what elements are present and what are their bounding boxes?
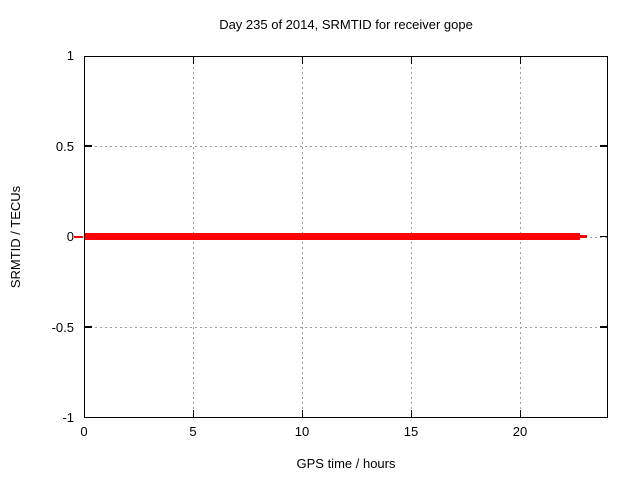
tick-bottom-x20 <box>519 410 521 417</box>
tick-right-y0 <box>600 235 607 238</box>
y-tick-label-m1: -1 <box>62 410 74 425</box>
x-tick-label-0: 0 <box>80 424 88 439</box>
x-tick-label-20: 20 <box>512 424 528 439</box>
tick-right-y0p5 <box>600 145 607 147</box>
srmtid-data-line <box>85 233 580 240</box>
gridline-horizontal-y0p5 <box>85 146 607 147</box>
tick-left-y0p5 <box>85 145 92 147</box>
chart-title: Day 235 of 2014, SRMTID for receiver gop… <box>219 17 473 32</box>
srmtid-line-left-dash <box>74 235 83 238</box>
tick-top-x15 <box>410 57 412 64</box>
y-tick-label-0p5: 0.5 <box>55 138 74 154</box>
tick-left-ym0p5 <box>85 326 92 328</box>
tick-top-x10 <box>301 57 303 64</box>
y-tick-label-0: 0 <box>66 229 74 244</box>
tick-bottom-x15 <box>410 410 412 417</box>
y-tick-label-m0p5: -0.5 <box>51 319 74 335</box>
x-tick-label-5: 5 <box>189 424 197 439</box>
x-tick-label-15: 15 <box>403 424 419 439</box>
y-axis-label: SRMTID / TECUs <box>8 185 23 289</box>
tick-bottom-x5 <box>192 410 194 417</box>
tick-top-x5 <box>192 57 194 64</box>
tick-bottom-x10 <box>301 410 303 417</box>
gridline-horizontal-ym0p5 <box>85 327 607 328</box>
tick-right-ym0p5 <box>600 326 607 328</box>
srmtid-line-right-tail <box>580 235 587 238</box>
tick-top-x20 <box>519 57 521 64</box>
y-tick-label-1: 1 <box>66 48 74 63</box>
plot-area <box>74 56 608 418</box>
x-axis-label: GPS time / hours <box>296 456 396 471</box>
x-tick-label-10: 10 <box>294 424 310 439</box>
